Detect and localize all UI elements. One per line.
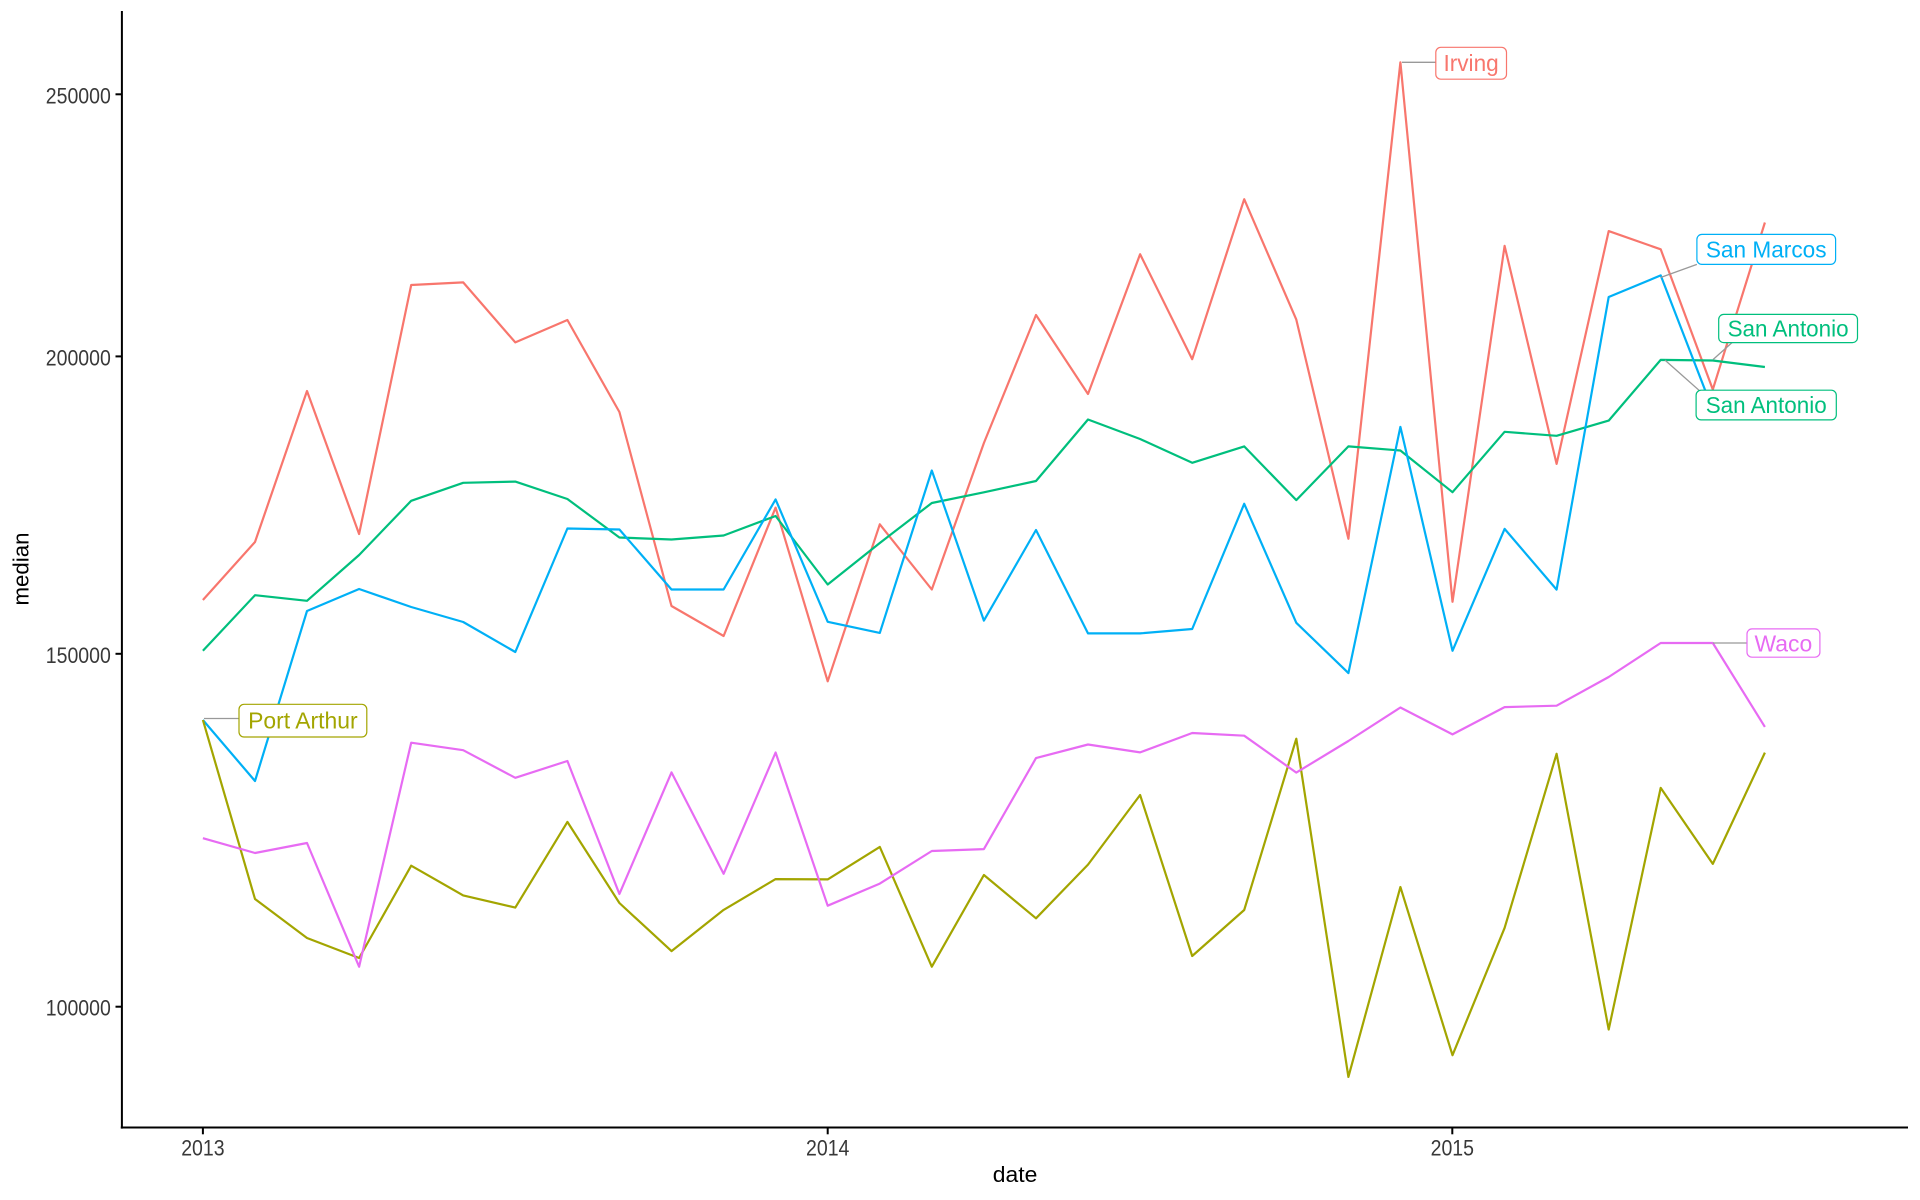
svg-text:200000: 200000 xyxy=(46,345,111,370)
svg-text:Irving: Irving xyxy=(1443,50,1498,76)
svg-text:median: median xyxy=(9,533,34,606)
svg-text:date: date xyxy=(993,1162,1038,1187)
svg-text:San Antonio: San Antonio xyxy=(1706,392,1827,418)
svg-text:San Marcos: San Marcos xyxy=(1706,237,1827,263)
svg-text:2013: 2013 xyxy=(181,1135,224,1160)
svg-text:San Antonio: San Antonio xyxy=(1728,316,1849,342)
svg-text:Port Arthur: Port Arthur xyxy=(248,708,358,734)
svg-text:150000: 150000 xyxy=(46,643,111,668)
svg-text:100000: 100000 xyxy=(46,996,111,1021)
svg-text:Waco: Waco xyxy=(1755,630,1813,656)
svg-text:250000: 250000 xyxy=(46,83,111,108)
svg-text:2014: 2014 xyxy=(806,1135,849,1160)
svg-text:2015: 2015 xyxy=(1431,1135,1474,1160)
